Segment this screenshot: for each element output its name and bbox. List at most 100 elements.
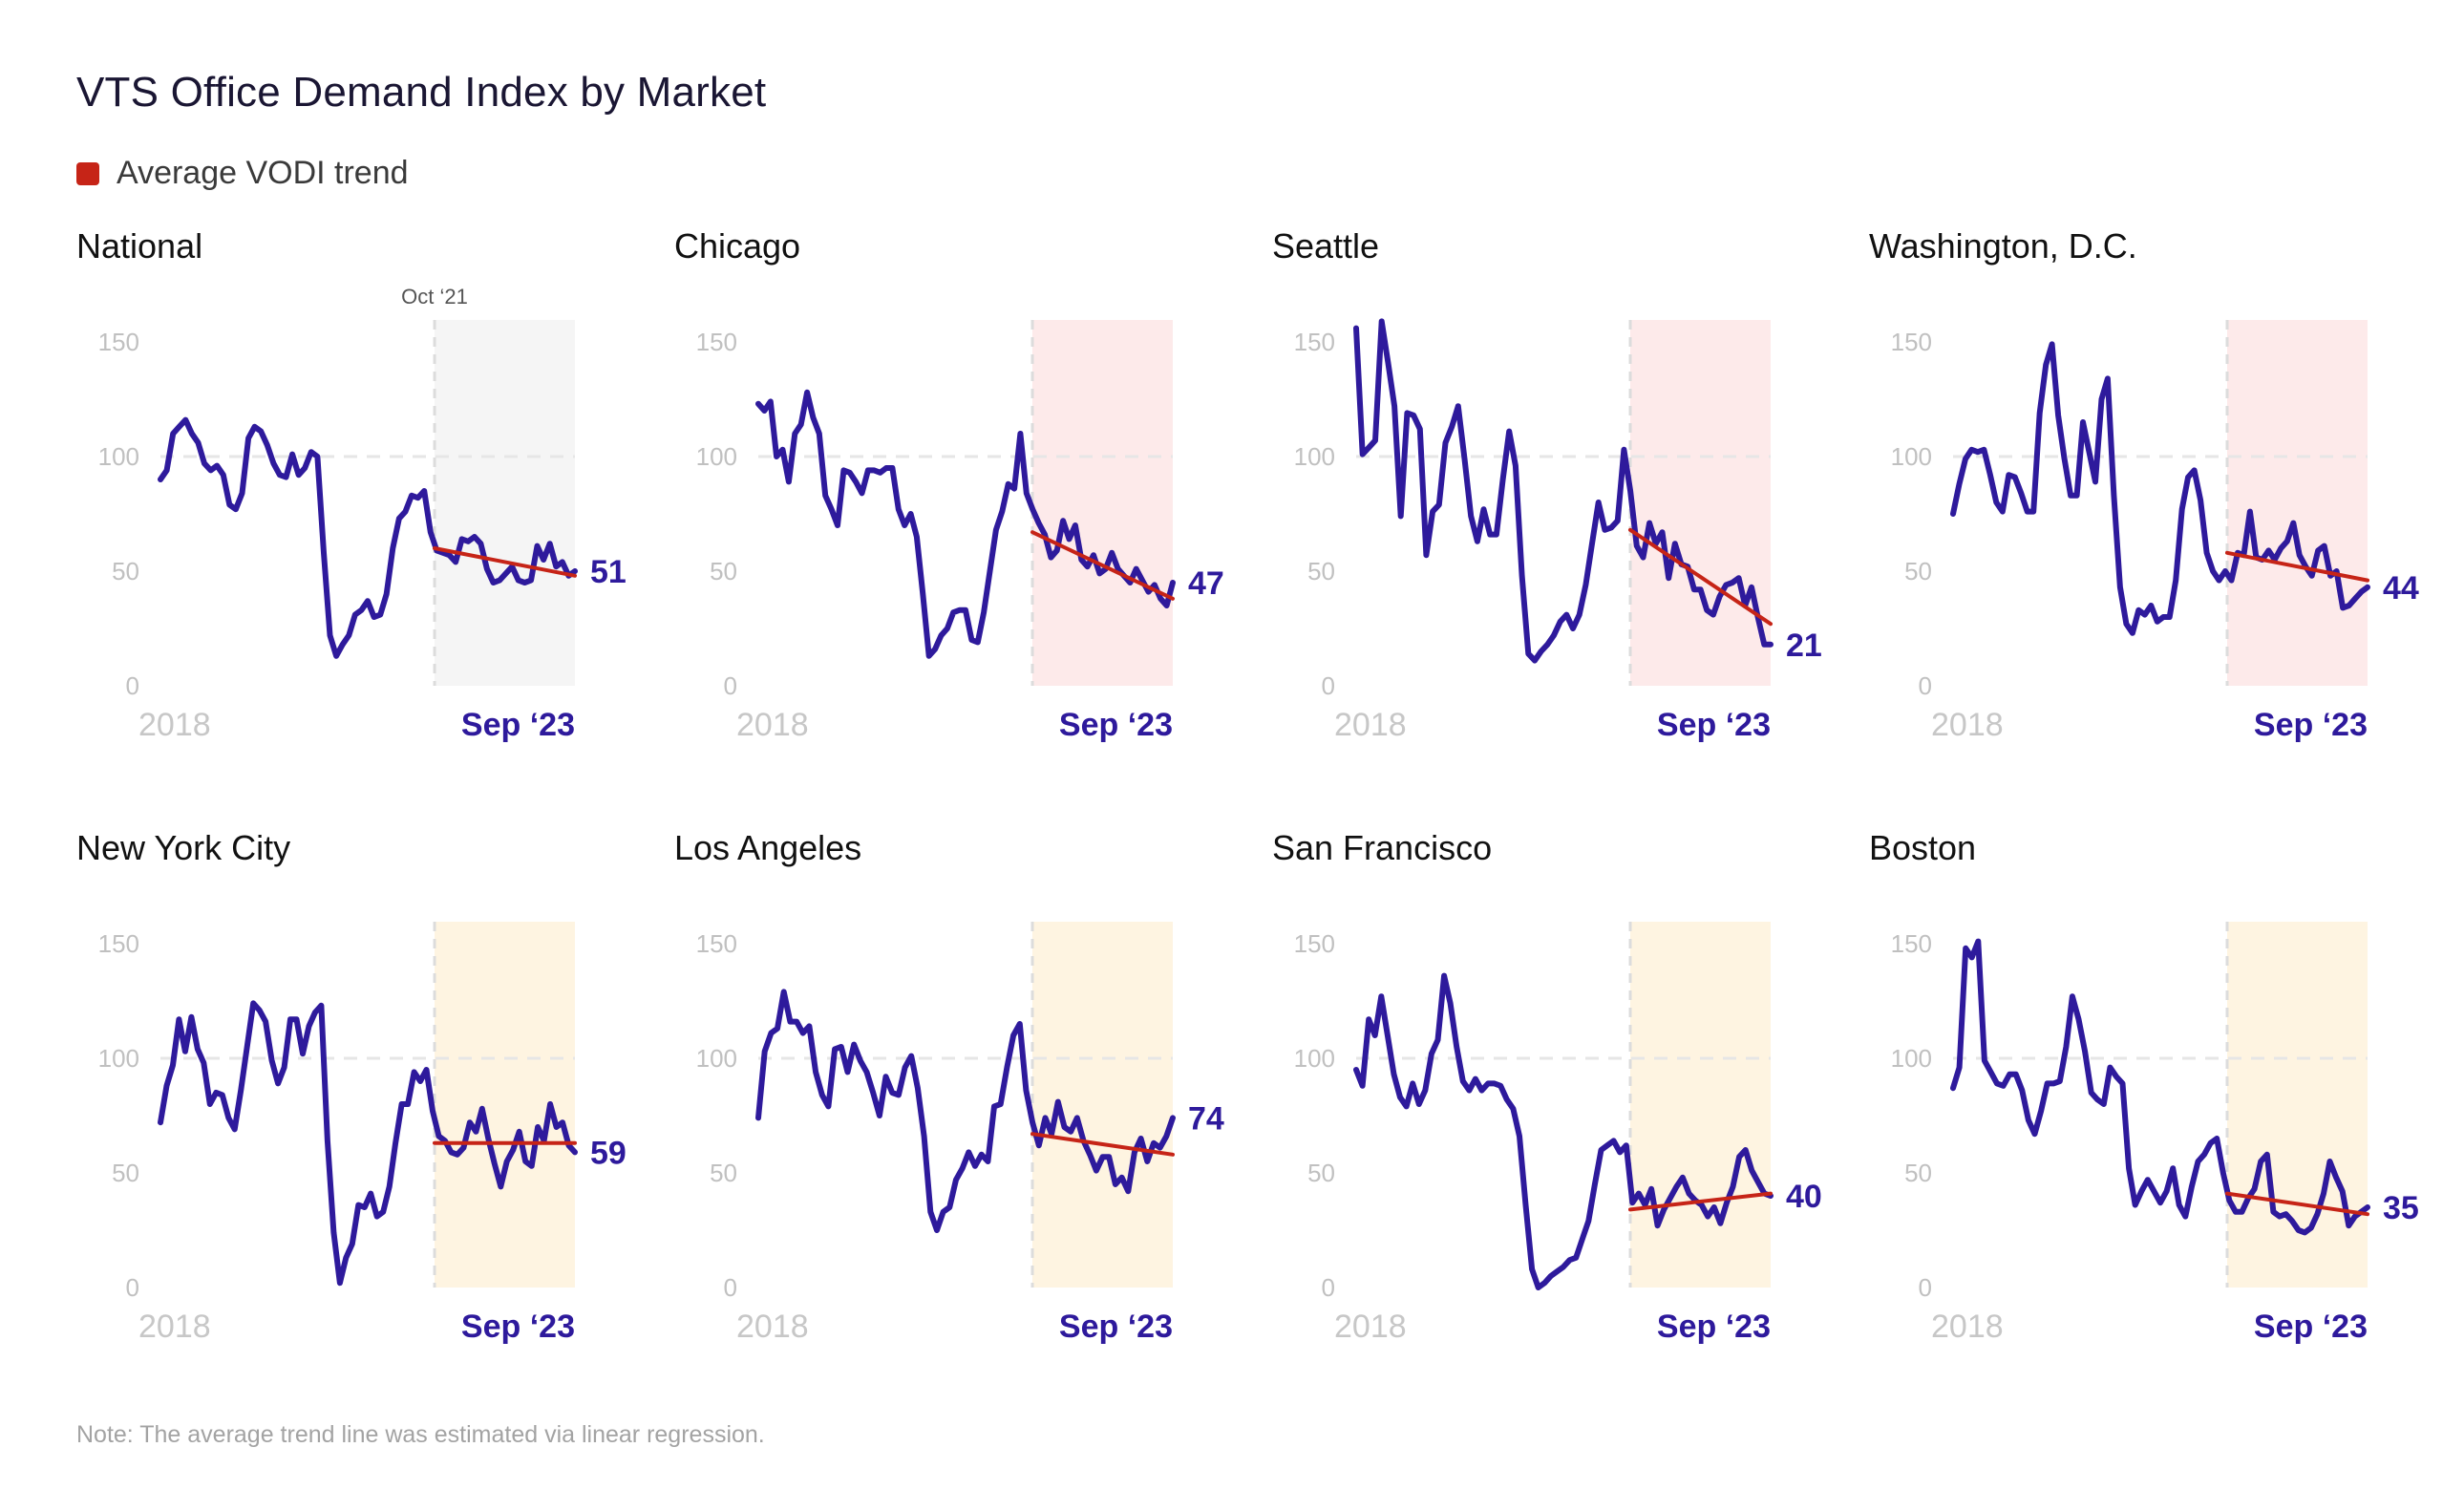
series-line — [1950, 341, 2370, 636]
panel-title: Seattle — [1272, 226, 1379, 266]
series-line — [158, 416, 578, 659]
y-tick-label: 0 — [724, 671, 737, 700]
last-value-label: 51 — [590, 554, 627, 590]
panel-title: Washington, D.C. — [1869, 226, 2137, 266]
x-end-label: Sep ‘23 — [1059, 707, 1173, 743]
highlight-band — [1032, 320, 1173, 686]
series-line — [1950, 938, 2370, 1236]
highlight-band — [435, 320, 575, 686]
y-tick-label: 150 — [98, 929, 139, 958]
trend-line — [1030, 530, 1175, 601]
y-tick-label: 150 — [98, 328, 139, 356]
trend-line — [2225, 550, 2369, 583]
chart-new-york-city: New York City 0 50 100 150 59 2018 Sep ‘23 — [76, 828, 627, 1345]
y-tick-label: 50 — [710, 557, 737, 585]
last-value-label: 59 — [590, 1135, 627, 1171]
x-start-label: 2018 — [1931, 707, 2004, 743]
y-tick-label: 50 — [112, 1159, 139, 1187]
panel-title: National — [76, 226, 202, 266]
y-tick-label: 50 — [1904, 557, 1932, 585]
last-value-label: 35 — [2383, 1190, 2419, 1226]
x-start-label: 2018 — [736, 1309, 809, 1345]
chart-los-angeles: Los Angeles 0 50 100 150 74 2018 Sep ‘23 — [674, 828, 1224, 1345]
y-tick-label: 0 — [1322, 1273, 1335, 1302]
x-end-label: Sep ‘23 — [2254, 1309, 2368, 1345]
series-line — [755, 989, 1176, 1233]
y-tick-label: 150 — [696, 929, 737, 958]
y-tick-label: 150 — [1294, 929, 1335, 958]
x-end-label: Sep ‘23 — [461, 707, 575, 743]
y-tick-label: 0 — [724, 1273, 737, 1302]
chart-boston: Boston 0 50 100 150 35 2018 Sep ‘23 — [1869, 828, 2419, 1345]
y-tick-label: 100 — [1294, 442, 1335, 471]
x-start-label: 2018 — [1334, 707, 1407, 743]
y-tick-label: 50 — [710, 1159, 737, 1187]
trend-line — [1628, 1191, 1773, 1212]
y-tick-label: 150 — [1891, 328, 1932, 356]
y-tick-label: 100 — [98, 442, 139, 471]
y-tick-label: 100 — [1294, 1044, 1335, 1073]
series-line — [755, 389, 1176, 659]
panel-title: Boston — [1869, 828, 1976, 867]
chart-chicago: Chicago 0 50 100 150 47 2018 Sep ‘23 — [674, 226, 1224, 743]
legend: Average VODI trend — [76, 155, 409, 192]
x-start-label: 2018 — [1931, 1309, 2004, 1345]
y-tick-label: 0 — [126, 1273, 139, 1302]
x-start-label: 2018 — [1334, 1309, 1407, 1345]
y-tick-label: 50 — [1904, 1159, 1932, 1187]
series-line — [158, 1000, 578, 1287]
series-line — [1353, 318, 1774, 664]
y-tick-label: 0 — [1322, 671, 1335, 700]
trend-line — [433, 546, 577, 578]
y-tick-label: 50 — [112, 557, 139, 585]
y-tick-label: 100 — [696, 442, 737, 471]
y-tick-label: 150 — [1294, 328, 1335, 356]
highlight-band — [1032, 922, 1173, 1288]
x-end-label: Sep ‘23 — [461, 1309, 575, 1345]
trend-line — [1628, 527, 1773, 627]
last-value-label: 40 — [1786, 1179, 1822, 1215]
panel-title: San Francisco — [1272, 828, 1492, 867]
chart-san-francisco: San Francisco 0 50 100 150 40 2018 Sep ‘23 — [1272, 828, 1822, 1345]
x-end-label: Sep ‘23 — [2254, 707, 2368, 743]
highlight-band — [435, 922, 575, 1288]
panel-title: Los Angeles — [674, 828, 861, 867]
last-value-label: 47 — [1188, 565, 1224, 602]
y-tick-label: 100 — [98, 1044, 139, 1073]
legend-label: Average VODI trend — [117, 155, 409, 191]
trend-line — [1030, 1132, 1175, 1157]
last-value-label: 44 — [2383, 570, 2419, 607]
legend-swatch — [76, 161, 99, 185]
band-label: Oct ‘21 — [401, 285, 468, 309]
page-title: VTS Office Demand Index by Market — [76, 69, 767, 116]
y-tick-label: 150 — [696, 328, 737, 356]
highlight-band — [1630, 320, 1771, 686]
chart-national: National 0 50 100 150 Oct ‘21 51 2018 Sep ‘23 — [76, 226, 627, 743]
chart-seattle: Seattle 0 50 100 150 21 2018 Sep ‘23 — [1272, 226, 1822, 743]
x-end-label: Sep ‘23 — [1059, 1309, 1173, 1345]
x-start-label: 2018 — [736, 707, 809, 743]
y-tick-label: 0 — [126, 671, 139, 700]
last-value-label: 74 — [1188, 1100, 1224, 1137]
panel-title: New York City — [76, 828, 290, 867]
last-value-label: 21 — [1786, 628, 1822, 664]
footnote: Note: The average trend line was estimat… — [76, 1421, 765, 1448]
highlight-band — [2227, 320, 2368, 686]
x-end-label: Sep ‘23 — [1657, 1309, 1771, 1345]
x-end-label: Sep ‘23 — [1657, 707, 1771, 743]
x-start-label: 2018 — [138, 707, 211, 743]
y-tick-label: 100 — [696, 1044, 737, 1073]
trend-line — [2225, 1191, 2369, 1217]
x-start-label: 2018 — [138, 1309, 211, 1345]
y-tick-label: 100 — [1891, 1044, 1932, 1073]
series-line — [1353, 972, 1774, 1290]
highlight-band — [1630, 922, 1771, 1288]
y-tick-label: 150 — [1891, 929, 1932, 958]
y-tick-label: 50 — [1307, 557, 1335, 585]
panel-title: Chicago — [674, 226, 800, 266]
y-tick-label: 100 — [1891, 442, 1932, 471]
y-tick-label: 0 — [1919, 671, 1932, 700]
chart-washington-d-c: Washington, D.C. 0 50 100 150 44 2018 Sep ‘23 — [1869, 226, 2419, 743]
y-tick-label: 0 — [1919, 1273, 1932, 1302]
